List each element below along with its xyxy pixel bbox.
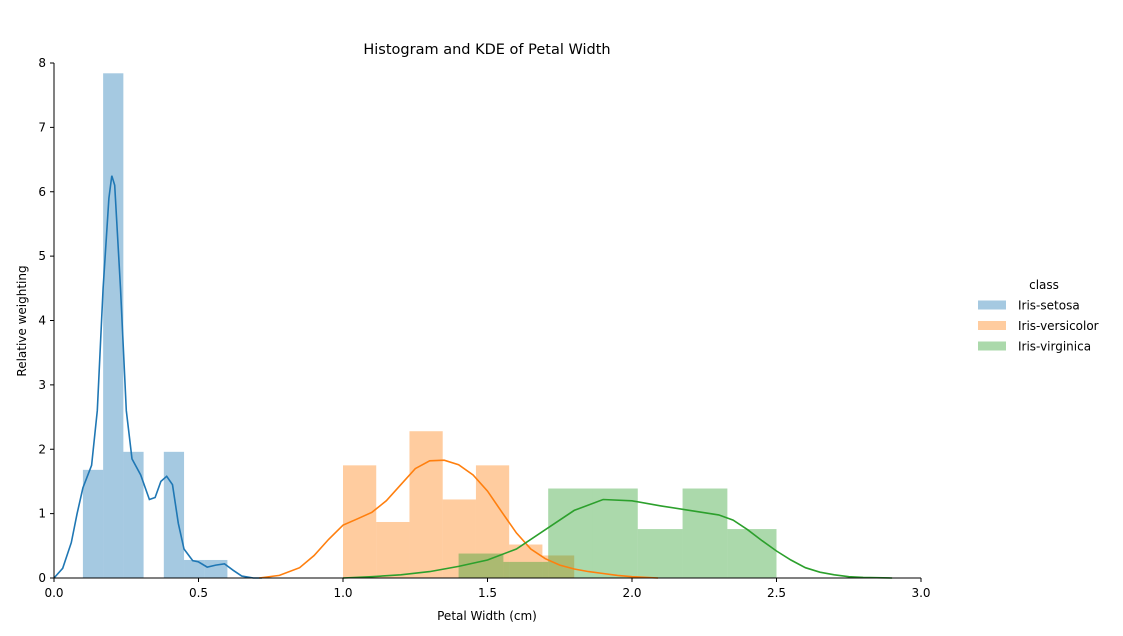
x-tick-label: 1.0 bbox=[333, 586, 352, 600]
x-tick-label: 0.5 bbox=[189, 586, 208, 600]
legend-swatch bbox=[978, 341, 1006, 351]
histogram-bar bbox=[637, 529, 683, 578]
histogram-bar bbox=[123, 451, 144, 578]
legend-label: Iris-virginica bbox=[1018, 340, 1091, 354]
x-tick-label: 0.0 bbox=[44, 586, 63, 600]
y-tick-label: 3 bbox=[38, 378, 46, 392]
legend-title: class bbox=[1029, 278, 1059, 292]
series-2-bars bbox=[343, 431, 575, 578]
histogram-bar bbox=[409, 431, 443, 578]
legend: class Iris-setosa Iris-versicolor Iris-virg… bbox=[978, 278, 1099, 354]
histogram-bar bbox=[442, 499, 476, 578]
histogram-bar bbox=[376, 521, 410, 578]
legend-swatch bbox=[978, 321, 1006, 330]
x-tick-label: 3.0 bbox=[911, 586, 930, 600]
y-tick-label: 1 bbox=[38, 507, 46, 521]
series-3-bars bbox=[458, 488, 777, 578]
series-1-bars bbox=[82, 73, 228, 579]
x-axis-label: Petal Width (cm) bbox=[437, 609, 537, 623]
histogram-bar bbox=[548, 488, 593, 578]
chart-title: Histogram and KDE of Petal Width bbox=[363, 42, 610, 58]
legend-swatch bbox=[978, 300, 1006, 310]
y-tick-label: 0 bbox=[38, 571, 46, 585]
histogram-bar bbox=[727, 529, 777, 578]
histogram-bar bbox=[343, 465, 377, 578]
histogram-bar bbox=[184, 559, 205, 578]
kde-curve bbox=[342, 498, 893, 579]
plot-area bbox=[53, 73, 893, 579]
histogram-bar bbox=[103, 73, 124, 579]
histogram-bar bbox=[163, 451, 185, 578]
legend-label: Iris-versicolor bbox=[1018, 319, 1099, 333]
histogram-bar bbox=[82, 469, 104, 578]
histogram-bar bbox=[682, 488, 728, 578]
y-tick-label: 2 bbox=[38, 442, 46, 456]
kde-curve bbox=[259, 459, 659, 579]
y-tick-label: 4 bbox=[38, 314, 46, 328]
y-axis-label: Relative weighting bbox=[15, 265, 29, 376]
axes: 0.0 0.5 1.0 1.5 2.0 2.5 3.0 0 1 2 3 4 5 6 7 8 bbox=[38, 56, 930, 600]
kde-curve bbox=[53, 175, 263, 579]
y-tick-label: 7 bbox=[38, 120, 46, 134]
histogram-bar bbox=[592, 488, 638, 578]
histogram-bar bbox=[503, 561, 549, 578]
histogram-bar bbox=[204, 559, 228, 578]
x-tick-label: 2.5 bbox=[767, 586, 786, 600]
y-tick-label: 6 bbox=[38, 185, 46, 199]
legend-label: Iris-setosa bbox=[1018, 299, 1080, 313]
x-tick-label: 1.5 bbox=[478, 586, 497, 600]
y-tick-label: 8 bbox=[38, 56, 46, 70]
y-tick-label: 5 bbox=[38, 249, 46, 263]
x-tick-label: 2.0 bbox=[622, 586, 641, 600]
